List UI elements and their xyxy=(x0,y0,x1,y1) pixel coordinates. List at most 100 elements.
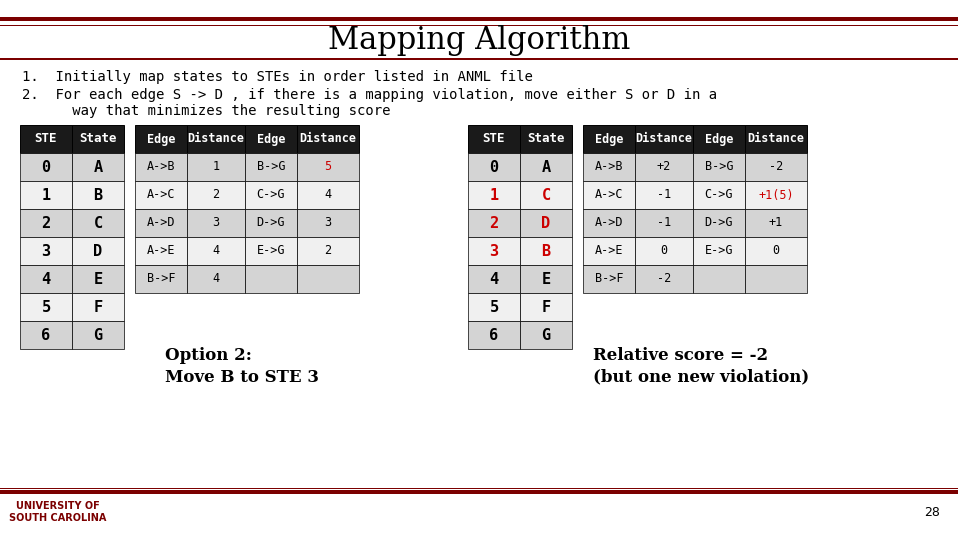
Bar xyxy=(693,125,745,153)
Text: Edge: Edge xyxy=(595,132,624,145)
Text: A->B: A->B xyxy=(147,160,175,173)
Bar xyxy=(72,237,124,265)
Text: 2: 2 xyxy=(490,215,498,231)
Bar xyxy=(72,265,124,293)
Bar xyxy=(693,237,745,265)
Text: 4: 4 xyxy=(325,188,331,201)
Text: A->D: A->D xyxy=(147,217,175,230)
Text: E: E xyxy=(541,272,551,287)
Text: -2: -2 xyxy=(769,160,783,173)
Text: 0: 0 xyxy=(490,159,498,174)
Bar xyxy=(72,293,124,321)
Text: 1.  Initially map states to STEs in order listed in ANML file: 1. Initially map states to STEs in order… xyxy=(22,70,533,84)
Text: A: A xyxy=(94,159,103,174)
Text: 3: 3 xyxy=(41,244,51,259)
Text: F: F xyxy=(541,300,551,314)
Text: B: B xyxy=(541,244,551,259)
Text: 5: 5 xyxy=(490,300,498,314)
Text: A->D: A->D xyxy=(595,217,624,230)
Bar xyxy=(20,321,72,349)
Bar xyxy=(20,153,72,181)
Bar xyxy=(520,293,572,321)
Bar xyxy=(20,293,72,321)
Text: 5: 5 xyxy=(325,160,331,173)
Text: 4: 4 xyxy=(213,273,219,286)
Text: G: G xyxy=(541,327,551,342)
Text: STE: STE xyxy=(34,132,57,145)
Bar xyxy=(520,321,572,349)
Bar xyxy=(0,58,958,60)
Bar xyxy=(520,265,572,293)
Bar xyxy=(468,125,520,153)
Bar xyxy=(135,153,187,181)
Bar xyxy=(468,209,520,237)
Bar xyxy=(520,181,572,209)
Bar xyxy=(635,181,693,209)
Bar xyxy=(297,237,359,265)
Text: 6: 6 xyxy=(41,327,51,342)
Text: 6: 6 xyxy=(490,327,498,342)
Bar xyxy=(187,209,245,237)
Bar xyxy=(297,125,359,153)
Bar xyxy=(245,237,297,265)
Text: Edge: Edge xyxy=(705,132,733,145)
Text: E->G: E->G xyxy=(257,245,285,258)
Bar xyxy=(520,153,572,181)
Bar xyxy=(745,153,807,181)
Text: Option 2:: Option 2: xyxy=(165,347,252,363)
Bar xyxy=(20,181,72,209)
Bar xyxy=(297,209,359,237)
Bar xyxy=(72,153,124,181)
Text: 2: 2 xyxy=(213,188,219,201)
Text: 0: 0 xyxy=(772,245,780,258)
Text: C->G: C->G xyxy=(705,188,733,201)
Text: E->G: E->G xyxy=(705,245,733,258)
Bar xyxy=(187,181,245,209)
Text: 3: 3 xyxy=(213,217,219,230)
Text: B: B xyxy=(94,187,103,202)
Text: Mapping Algorithm: Mapping Algorithm xyxy=(328,25,630,57)
Bar xyxy=(693,209,745,237)
Text: 0: 0 xyxy=(41,159,51,174)
Bar xyxy=(468,181,520,209)
Bar xyxy=(583,237,635,265)
Text: 2.  For each edge S -> D , if there is a mapping violation, move either S or D i: 2. For each edge S -> D , if there is a … xyxy=(22,88,718,102)
Text: +1(5): +1(5) xyxy=(758,188,794,201)
Bar xyxy=(583,209,635,237)
Bar xyxy=(583,153,635,181)
Bar xyxy=(468,321,520,349)
Text: D->G: D->G xyxy=(705,217,733,230)
Text: B->G: B->G xyxy=(705,160,733,173)
Text: State: State xyxy=(527,132,565,145)
Text: G: G xyxy=(94,327,103,342)
Bar xyxy=(745,265,807,293)
Text: 1: 1 xyxy=(213,160,219,173)
Text: 3: 3 xyxy=(325,217,331,230)
Text: -2: -2 xyxy=(657,273,672,286)
Bar xyxy=(693,265,745,293)
Text: Distance: Distance xyxy=(300,132,356,145)
Text: UNIVERSITY OF
SOUTH CAROLINA: UNIVERSITY OF SOUTH CAROLINA xyxy=(10,501,106,523)
Bar xyxy=(20,237,72,265)
Text: B->F: B->F xyxy=(147,273,175,286)
Text: 1: 1 xyxy=(490,187,498,202)
Bar xyxy=(245,209,297,237)
Bar xyxy=(72,321,124,349)
Text: 5: 5 xyxy=(41,300,51,314)
Bar xyxy=(135,209,187,237)
Text: State: State xyxy=(80,132,117,145)
Bar xyxy=(297,265,359,293)
Text: B->F: B->F xyxy=(595,273,624,286)
Text: D: D xyxy=(541,215,551,231)
Bar xyxy=(135,265,187,293)
Text: 4: 4 xyxy=(213,245,219,258)
Bar xyxy=(0,488,958,489)
Bar xyxy=(635,265,693,293)
Text: D->G: D->G xyxy=(257,217,285,230)
Bar xyxy=(520,209,572,237)
Bar xyxy=(297,153,359,181)
Text: 2: 2 xyxy=(41,215,51,231)
Text: (but one new violation): (but one new violation) xyxy=(593,368,810,386)
Bar xyxy=(245,125,297,153)
Bar xyxy=(187,125,245,153)
